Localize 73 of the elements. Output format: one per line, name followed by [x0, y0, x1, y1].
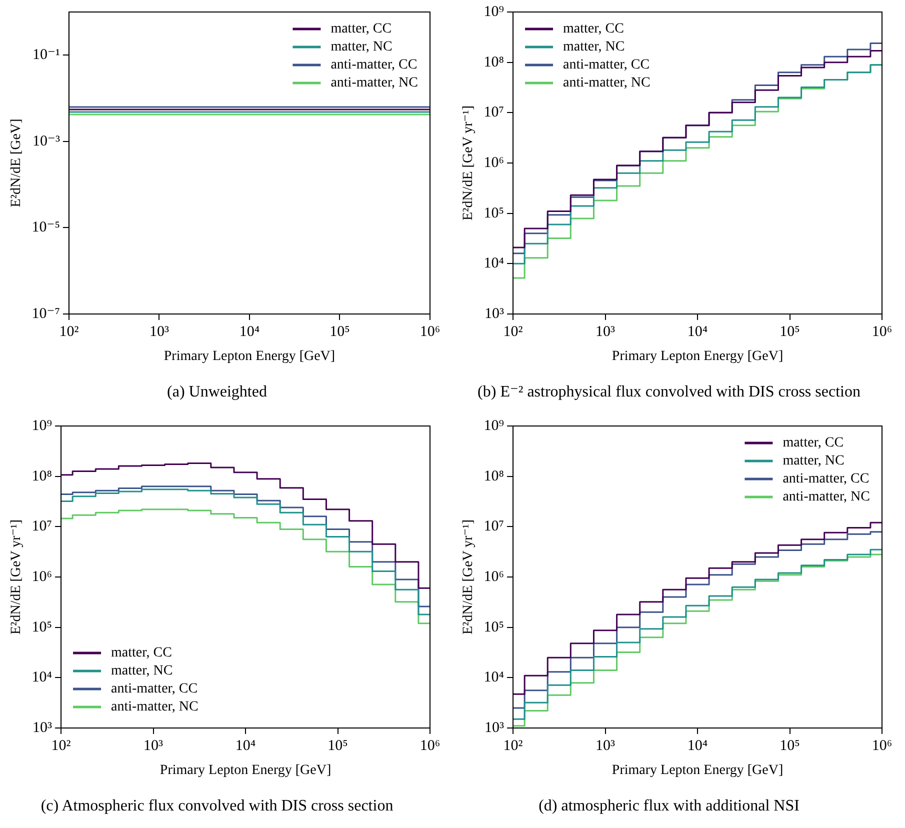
x-tick-label: 10⁵ — [330, 324, 350, 340]
x-tick-label: 10² — [51, 738, 72, 754]
y-tick-label: 10⁶ — [32, 568, 52, 585]
y-tick-label: 10⁹ — [484, 418, 504, 434]
y-tick-label: 10⁹ — [484, 4, 504, 20]
y-tick-label: 10⁵ — [484, 205, 504, 222]
legend-label: matter, NC — [330, 40, 392, 55]
x-tick-label: 10⁶ — [872, 738, 892, 754]
y-tick-label: 10⁴ — [32, 670, 52, 686]
legend-label: anti-matter, NC — [111, 700, 198, 715]
y-tick-label: 10³ — [484, 720, 505, 736]
x-axis-title: Primary Lepton Energy [GeV] — [612, 763, 784, 778]
legend-label: matter, NC — [563, 40, 625, 55]
x-tick-label: 10⁴ — [235, 738, 256, 754]
x-axis-title: Primary Lepton Energy [GeV] — [160, 763, 332, 778]
x-tick-label: 10⁵ — [328, 738, 348, 754]
y-tick-label: 10⁻⁷ — [32, 306, 60, 322]
legend-label: anti-matter, CC — [111, 682, 198, 697]
y-tick-label: 10⁻⁵ — [32, 220, 60, 236]
y-tick-label: 10⁸ — [484, 54, 504, 70]
y-tick-label: 10⁹ — [32, 418, 52, 434]
x-tick-label: 10⁵ — [780, 324, 800, 340]
x-tick-label: 10⁴ — [239, 324, 260, 340]
x-axis-title: Primary Lepton Energy [GeV] — [612, 349, 784, 364]
legend-label: anti-matter, CC — [563, 58, 650, 73]
y-tick-label: 10⁷ — [32, 518, 52, 535]
y-tick-label: 10⁴ — [484, 256, 504, 272]
y-tick-label: 10⁷ — [484, 518, 504, 535]
y-tick-label: 10³ — [484, 306, 505, 322]
x-tick-label: 10⁵ — [780, 738, 800, 754]
legend-label: matter, CC — [563, 22, 624, 37]
y-tick-label: 10⁶ — [484, 154, 504, 171]
legend-label: anti-matter, NC — [563, 76, 650, 91]
legend-label: matter, CC — [111, 646, 172, 661]
y-tick-label: 10⁻³ — [32, 133, 60, 150]
x-tick-label: 10⁶ — [872, 324, 892, 340]
legend-label: matter, NC — [782, 454, 844, 469]
x-tick-label: 10³ — [596, 738, 616, 754]
legend-label: matter, CC — [330, 22, 392, 37]
legend-label: anti-matter, NC — [782, 490, 870, 505]
y-tick-label: 10⁷ — [484, 104, 504, 121]
y-axis-title: E²dN/dE [GeV] — [9, 118, 24, 208]
x-tick-label: 10⁴ — [687, 324, 708, 340]
y-tick-label: 10⁸ — [32, 468, 52, 484]
x-tick-label: 10³ — [596, 324, 616, 340]
y-tick-label: 10³ — [32, 720, 53, 736]
y-tick-label: 10⁻¹ — [32, 47, 60, 64]
x-tick-label: 10⁴ — [687, 738, 708, 754]
text: (d) atmospheric flux with additional NSI — [538, 798, 800, 815]
text: (a) Unweighted — [167, 384, 267, 401]
legend-label: anti-matter, CC — [330, 58, 418, 73]
text: (b) E⁻² astrophysical flux convolved with DIS cross section — [478, 384, 860, 401]
legend-label: matter, CC — [782, 436, 844, 451]
legend-label: anti-matter, NC — [330, 76, 418, 91]
x-tick-label: 10² — [503, 738, 524, 754]
y-tick-label: 10⁵ — [484, 619, 504, 636]
x-tick-label: 10² — [59, 324, 80, 340]
x-tick-label: 10³ — [149, 324, 170, 340]
y-axis-title: E²dN/dE [GeV yr⁻¹] — [9, 519, 24, 635]
y-axis-title: E²dN/dE [GeV yr⁻¹] — [461, 519, 476, 635]
y-tick-label: 10⁵ — [32, 619, 52, 636]
legend-label: anti-matter, CC — [782, 472, 870, 487]
y-tick-label: 10⁶ — [484, 568, 504, 585]
x-axis-title: Primary Lepton Energy [GeV] — [164, 349, 336, 364]
legend-label: matter, NC — [111, 664, 173, 679]
x-tick-label: 10³ — [144, 738, 164, 754]
x-tick-label: 10⁶ — [420, 324, 440, 340]
x-tick-label: 10² — [503, 324, 524, 340]
y-tick-label: 10⁸ — [484, 468, 504, 484]
x-tick-label: 10⁶ — [420, 738, 440, 754]
y-axis-title: E²dN/dE [GeV yr⁻¹] — [461, 105, 476, 221]
y-tick-label: 10⁴ — [484, 670, 504, 686]
text: (c) Atmospheric flux convolved with DIS cross section — [40, 798, 394, 815]
